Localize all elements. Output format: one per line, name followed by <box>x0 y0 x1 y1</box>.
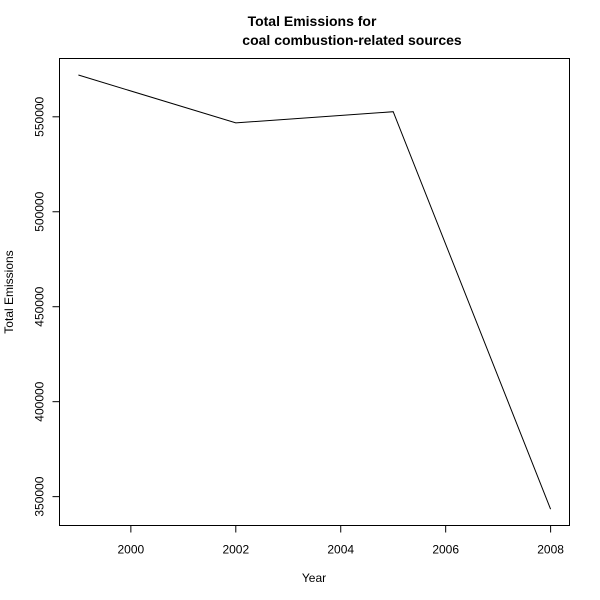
y-axis-label: Total Emissions <box>2 250 16 333</box>
series-line <box>78 74 552 510</box>
y-tick-label: 500000 <box>33 191 47 231</box>
x-tick-label: 2004 <box>327 543 354 557</box>
y-tick-label: 550000 <box>33 96 47 136</box>
y-axis: 350000 400000 450000 500000 550000 <box>33 96 60 517</box>
x-axis: 2000 2002 2004 2006 2008 <box>118 525 564 557</box>
x-tick-label: 2002 <box>222 543 249 557</box>
chart-title-line-1: Total Emissions for <box>248 13 377 29</box>
x-tick-label: 2000 <box>118 543 145 557</box>
chart-title-line-2: coal combustion-related sources <box>242 32 462 48</box>
x-axis-label: Year <box>302 571 326 585</box>
series-layer <box>78 74 552 510</box>
plot-frame <box>59 58 570 526</box>
x-tick-label: 2006 <box>432 543 459 557</box>
x-tick-label: 2008 <box>537 543 564 557</box>
y-tick-label: 450000 <box>33 286 47 326</box>
y-tick-label: 400000 <box>33 381 47 421</box>
y-tick-label: 350000 <box>33 476 47 516</box>
